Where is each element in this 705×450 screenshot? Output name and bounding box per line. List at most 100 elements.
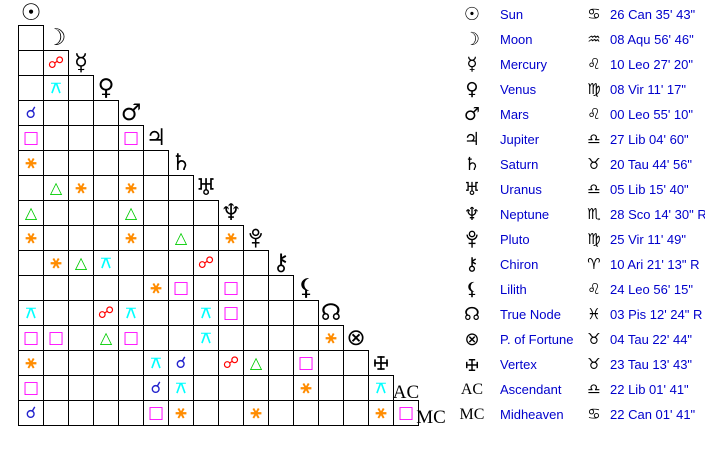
aspect-cell-midheaven-x-jupiter: □ [143,400,169,426]
aspect-cell-vertex-x-neptune: ☍ [218,350,244,376]
aspect-cell-mars-x-mercury [68,100,94,126]
table-planet-glyph [457,227,487,252]
aspect-cell-neptune-x-venus [93,200,119,226]
quincunx-icon: ⚻ [200,303,212,322]
aspect-cell-mars-x-sun: ☌ [18,100,44,126]
zodiac-sign-icon: ♍ [587,80,601,98]
square-icon: □ [22,127,40,148]
aspect-cell-jupiter-x-moon [43,125,69,151]
aspect-cell-true_node-x-venus: ☍ [93,300,119,326]
grid-planet-fortune: ⊗ [343,325,369,351]
aspect-cell-midheaven-x-sun: ☌ [18,400,44,426]
aspect-cell-fortune-x-venus: △ [93,325,119,351]
aspect-cell-lilith-x-chiron [268,275,294,301]
zodiac-sign-icon: ♎ [587,380,601,398]
trine-icon: △ [174,228,188,247]
aspect-cell-lilith-x-mars [118,275,144,301]
aspect-cell-saturn-x-mars [118,150,144,176]
aspect-cell-ascendant-x-true_node [318,375,344,401]
aspect-cell-lilith-x-uranus [193,275,219,301]
aspect-cell-ascendant-x-sun: □ [18,375,44,401]
aspect-cell-pluto-x-sun: ⚹ [18,225,44,251]
grid-planet-lilith: ⚸ [293,275,319,301]
planet-name: Uranus [500,182,542,197]
planet-position: 08 Vir 11' 17" [610,82,687,97]
aspect-cell-moon-x-sun [18,25,44,51]
planet-name: Moon [500,32,533,47]
square-icon: □ [122,327,140,348]
zodiac-sign-icon: ♒ [587,30,601,48]
planet-position: 22 Lib 01' 41" [610,382,689,397]
aspect-cell-midheaven-x-moon [43,400,69,426]
aspect-cell-midheaven-x-pluto: ⚹ [243,400,269,426]
midheaven-icon: MC [416,406,446,428]
grid-planet-saturn: ♄ [168,150,194,176]
aspect-cell-true_node-x-mercury [68,300,94,326]
sextile-icon: ⚹ [325,327,337,348]
square-icon: □ [47,327,65,348]
aspect-cell-venus-x-moon: ⚻ [43,75,69,101]
grid-planet-midheaven: MC [416,400,446,428]
square-icon: □ [22,377,40,398]
zodiac-sign-icon: ♌ [587,105,601,123]
grid-planet-mercury: ☿ [68,50,94,76]
aspect-cell-neptune-x-mercury [68,200,94,226]
zodiac-sign-icon: ♉ [587,355,601,373]
table-planet-glyph: ⚷ [465,253,479,275]
quincunx-icon: ⚻ [125,303,137,322]
grid-planet-neptune: ♆ [218,200,244,226]
square-icon: □ [147,402,165,423]
aspect-cell-neptune-x-saturn [168,200,194,226]
aspect-cell-vertex-x-sun: ⚹ [18,350,44,376]
aspect-cell-vertex-x-saturn: ☌ [168,350,194,376]
aspect-cell-ascendant-x-lilith: ⚹ [293,375,319,401]
aspect-cell-mercury-x-moon: ☍ [43,50,69,76]
aspect-cell-fortune-x-uranus: ⚻ [193,325,219,351]
jupiter-icon: ♃ [145,124,167,151]
fortune-icon: ⊗ [346,324,366,351]
aspect-cell-mercury-x-sun [18,50,44,76]
chiron-icon: ⚷ [272,249,290,276]
trine-icon: △ [249,353,263,372]
planet-name: Jupiter [500,132,540,147]
moon-icon: ☽ [45,24,67,51]
aspect-cell-ascendant-x-uranus [193,375,219,401]
quincunx-icon: ⚻ [200,328,212,347]
planet-name: P. of Fortune [500,332,574,347]
table-planet-glyph: ☊ [464,303,480,325]
position-row-mars: ♂ Mars ♌ 00 Leo 55' 10" [455,102,705,127]
aspect-cell-chiron-x-saturn [168,250,194,276]
aspect-cell-vertex-x-moon [43,350,69,376]
pluto-icon [249,228,263,248]
aspect-cell-saturn-x-jupiter [143,150,169,176]
aspect-cell-pluto-x-mercury [68,225,94,251]
sextile-icon: ⚹ [25,152,37,173]
planet-name: Chiron [500,257,539,272]
grid-planet-pluto [243,225,269,251]
planet-position: 23 Tau 13' 43" [610,357,693,372]
planet-name: Mars [500,107,529,122]
planet-name: Lilith [500,282,527,297]
aspect-cell-fortune-x-pluto [243,325,269,351]
aspect-cell-pluto-x-mars: ⚹ [118,225,144,251]
vertex-icon [374,356,388,370]
grid-planet-mars: ♂ [118,100,144,126]
grid-planet-sun: ☉ [18,0,44,26]
aspect-cell-venus-x-sun [18,75,44,101]
sextile-icon: ⚹ [175,402,187,423]
aspect-cell-uranus-x-jupiter [143,175,169,201]
aspect-cell-chiron-x-venus: ⚻ [93,250,119,276]
planet-position: 24 Leo 56' 15" [610,282,694,297]
table-planet-glyph: ♃ [463,128,481,150]
zodiac-sign-icon: ♏ [587,205,601,223]
conjunction-icon: ☌ [25,403,37,422]
conjunction-icon: ☌ [25,103,37,122]
table-planet-glyph: ♅ [463,178,481,200]
aspect-cell-lilith-x-pluto [243,275,269,301]
aspect-cell-fortune-x-true_node: ⚹ [318,325,344,351]
sun-icon: ☉ [20,0,42,26]
aspect-cell-neptune-x-mars: △ [118,200,144,226]
aspect-cell-pluto-x-venus [93,225,119,251]
aspect-cell-vertex-x-chiron [268,350,294,376]
